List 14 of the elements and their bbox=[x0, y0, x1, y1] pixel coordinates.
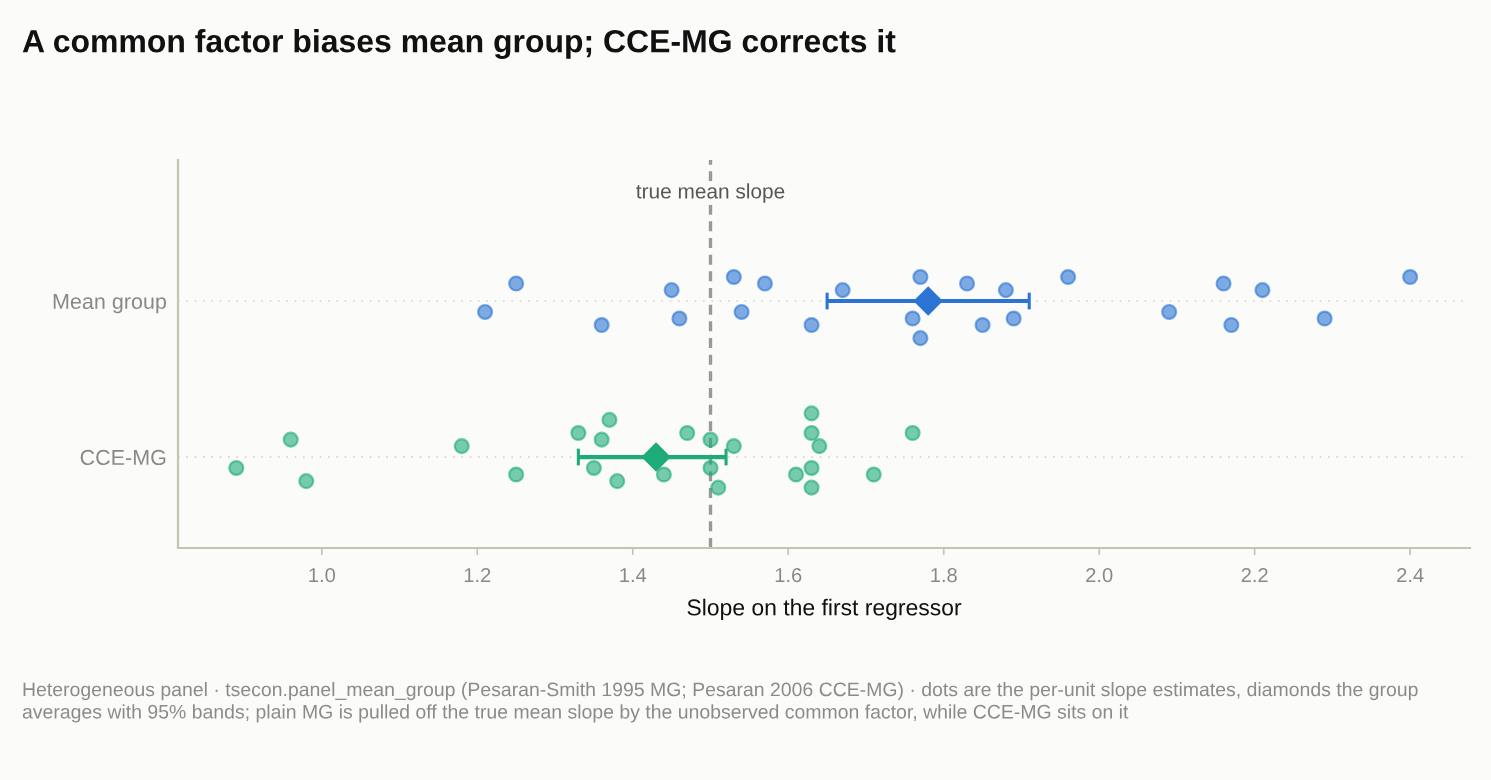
x-tick-label: 1.0 bbox=[309, 567, 336, 583]
chart-title: A common factor biases mean group; CCE-MG corrects it bbox=[22, 29, 896, 59]
y-tick-label: Mean group bbox=[53, 294, 166, 314]
x-tick-label: 1.4 bbox=[620, 568, 647, 583]
x-tick-label: 1.8 bbox=[931, 567, 957, 583]
x-tick-label: 2.2 bbox=[1241, 567, 1268, 583]
x-tick-label: 2.0 bbox=[1086, 567, 1113, 583]
x-tick-label: 1.6 bbox=[775, 567, 802, 583]
text: Heterogeneous panel · tsecon.panel_mean_group (Pesaran-Smith 1995 MG; Pesaran 2006 CCE-MG) · dots are the per-unit slope estimates, diamonds the group averages with 95% bands; plain MG is pulled off the true mean slope by the unobserved common factor, while CCE-MG sits on it bbox=[22, 682, 1418, 723]
ref-line-label: true mean slope bbox=[636, 183, 785, 203]
x-tick-label: 1.2 bbox=[464, 567, 491, 583]
x-axis-title: Slope on the first regressor bbox=[687, 598, 962, 621]
x-tick-label: 2.4 bbox=[1397, 567, 1424, 583]
y-tick-label: CCE-MG bbox=[80, 449, 166, 466]
